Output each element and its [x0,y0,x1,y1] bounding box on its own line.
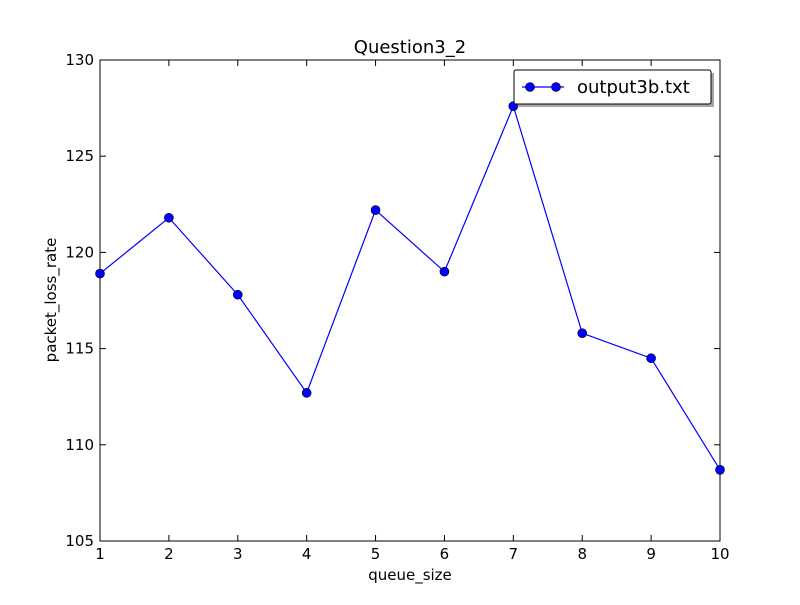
plot-area [99,59,721,542]
data-point [301,388,312,398]
x-tick-label: 10 [710,545,729,563]
y-tick-label: 130 [65,51,94,69]
y-tick-label: 120 [65,243,94,261]
x-tick-label: 2 [164,545,174,563]
x-tick-label: 8 [577,545,587,563]
legend-marker-left [525,82,535,92]
x-tick-label: 6 [440,545,450,563]
legend-box [513,69,712,105]
x-tick-label: 3 [233,545,243,563]
x-axis-label: queue_size [368,566,452,585]
x-tick-label: 4 [302,545,312,563]
x-tick-label: 5 [371,545,381,563]
y-axis-label: packet_loss_rate [42,238,61,363]
y-tick-label: 105 [65,532,94,550]
series-line [99,104,721,471]
legend: output3b.txt [513,69,714,107]
x-tick-label: 7 [509,545,519,563]
data-point [164,212,174,223]
data-point [646,353,656,364]
axis-ticks: 1 2 3 4 5 6 7 8 9 10 105 110 115 120 125 130 [65,51,729,563]
legend-marker-right [551,82,561,92]
y-tick-label: 115 [65,340,94,358]
data-point [232,289,243,300]
series-layer [95,101,725,475]
data-point [95,268,105,279]
data-point [715,465,725,475]
legend-label: output3b.txt [577,77,690,98]
y-tick-label: 125 [65,147,94,165]
data-point [439,266,450,277]
data-point [577,328,588,339]
x-tick-label: 1 [95,545,105,563]
chart-title: Question3_2 [354,37,466,58]
y-tick-label: 110 [65,436,94,454]
data-point [370,205,381,215]
x-tick-label: 9 [646,545,656,563]
